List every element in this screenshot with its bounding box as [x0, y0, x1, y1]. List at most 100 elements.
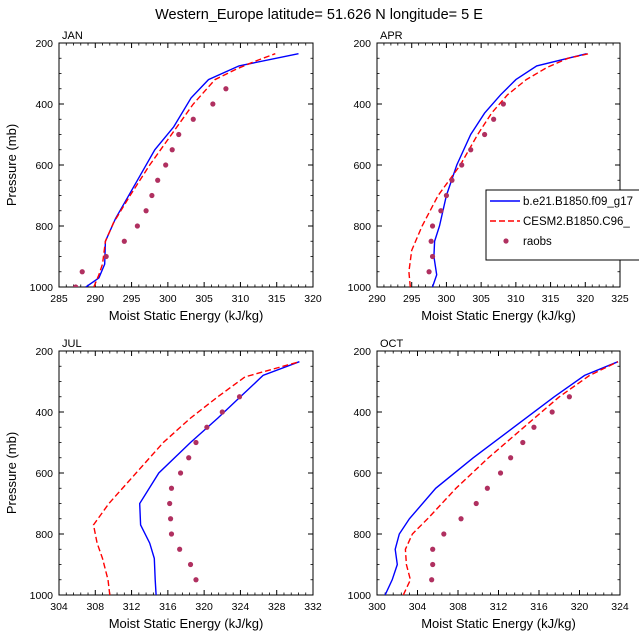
x-tick-label: 300 [159, 293, 177, 305]
raobs-point [149, 192, 155, 199]
raobs-point [210, 101, 216, 107]
legend-label: CESM2.B1850.C96_ [523, 216, 630, 228]
raobs-point [167, 516, 174, 522]
raobs-point [219, 409, 225, 415]
raobs-point [426, 269, 432, 275]
x-tick-label: 316 [159, 601, 177, 613]
raobs-point [193, 577, 199, 583]
x-tick-label: 320 [195, 601, 213, 613]
y-tick-label: 800 [35, 529, 53, 541]
raobs-point [167, 500, 173, 507]
x-tick-label: 332 [304, 601, 322, 613]
x-tick-label: 300 [438, 293, 456, 305]
y-tick-label: 600 [353, 160, 371, 172]
x-tick-label: 295 [403, 293, 421, 305]
x-tick-label: 324 [232, 601, 250, 613]
b-e21-line [85, 53, 299, 287]
raobs-point [428, 238, 434, 244]
legend-box: b.e21.B1850.f09_g17 CESM2.B1850.C96_raobs [485, 189, 639, 261]
y-tick-label: 800 [353, 221, 371, 233]
x-tick-label: 316 [530, 601, 548, 613]
y-tick-label: 400 [35, 407, 53, 419]
x-tick-label: 305 [472, 293, 490, 305]
y-tick-label: 800 [353, 529, 371, 541]
x-axis-label: Moist Static Energy (kJ/kg) [109, 308, 264, 323]
x-tick-label: 324 [611, 601, 629, 613]
raobs-point [531, 424, 537, 430]
raobs-point [168, 485, 175, 491]
y-tick-label: 200 [353, 38, 371, 50]
raobs-point [177, 546, 183, 552]
raobs-point [459, 162, 465, 168]
y-tick-label: 600 [353, 468, 371, 480]
y-tick-label: 600 [35, 468, 53, 480]
y-tick-label: 1000 [30, 590, 54, 602]
raobs-point [491, 116, 497, 122]
legend-label: b.e21.B1850.f09_g17 [523, 196, 633, 208]
raobs-point [508, 455, 514, 461]
x-axis-label: Moist Static Energy (kJ/kg) [109, 616, 264, 631]
cesm2-line [93, 53, 276, 287]
x-tick-label: 300 [368, 601, 386, 613]
raobs-point [186, 455, 192, 461]
raobs-point [168, 531, 175, 537]
raobs-point [458, 516, 464, 522]
legend-raobs-marker [503, 238, 509, 244]
x-axis-label: Moist Static Energy (kJ/kg) [421, 308, 576, 323]
x-tick-label: 315 [268, 293, 286, 305]
raobs-point [566, 394, 572, 400]
raobs-point [236, 394, 243, 400]
cesm2-line [402, 361, 619, 595]
x-tick-label: 325 [611, 293, 629, 305]
raobs-point [163, 162, 169, 168]
legend-label: raobs [523, 236, 552, 248]
raobs-point [429, 253, 436, 260]
series-group [73, 53, 299, 287]
raobs-point [473, 500, 479, 507]
raobs-point [441, 531, 447, 537]
raobs-point [429, 577, 435, 583]
y-axis-label: Pressure (mb) [4, 124, 19, 206]
y-tick-label: 200 [353, 346, 371, 358]
x-tick-label: 305 [195, 293, 213, 305]
x-tick-label: 304 [409, 601, 427, 613]
x-tick-label: 320 [577, 293, 595, 305]
raobs-point [204, 424, 210, 430]
x-tick-label: 308 [87, 601, 105, 613]
x-tick-label: 310 [232, 293, 250, 305]
raobs-point [438, 208, 444, 214]
plot-frame [58, 42, 314, 288]
x-tick-label: 308 [449, 601, 467, 613]
y-tick-label: 1000 [348, 282, 372, 294]
x-tick-label: 310 [507, 293, 525, 305]
b-e21-line [138, 361, 300, 595]
series-group [92, 361, 300, 595]
raobs-point [169, 147, 175, 153]
plot-frame [58, 350, 314, 596]
raobs-point [549, 409, 555, 415]
y-axis-label: Pressure (mb) [4, 432, 19, 514]
x-tick-label: 312 [123, 601, 141, 613]
y-tick-label: 200 [35, 346, 53, 358]
panel-apr: APR 290 295 300 305 310 315 320 325 200 400 600 800 1… [348, 30, 629, 323]
panel-title: OCT [380, 338, 404, 350]
cesm2-line [92, 361, 300, 595]
raobs-point [177, 470, 184, 476]
x-tick-label: 320 [304, 293, 322, 305]
raobs-point [520, 439, 526, 446]
raobs-point [176, 131, 182, 138]
panel-jul: JUL 304 308 312 316 320 324 328 332 200 400 600 800 1… [4, 338, 322, 631]
raobs-point [187, 561, 194, 568]
raobs-point [121, 238, 127, 244]
raobs-point [193, 439, 199, 446]
x-axis-label: Moist Static Energy (kJ/kg) [421, 616, 576, 631]
y-tick-label: 200 [35, 38, 53, 50]
legend: b.e21.B1850.f09_g17 CESM2.B1850.C96_raobs [485, 189, 639, 261]
x-tick-label: 315 [542, 293, 560, 305]
raobs-point [443, 192, 450, 199]
raobs-point [449, 177, 455, 183]
y-tick-label: 400 [353, 99, 371, 111]
raobs-point [143, 208, 149, 214]
y-tick-label: 1000 [348, 590, 372, 602]
x-tick-label: 312 [490, 601, 508, 613]
